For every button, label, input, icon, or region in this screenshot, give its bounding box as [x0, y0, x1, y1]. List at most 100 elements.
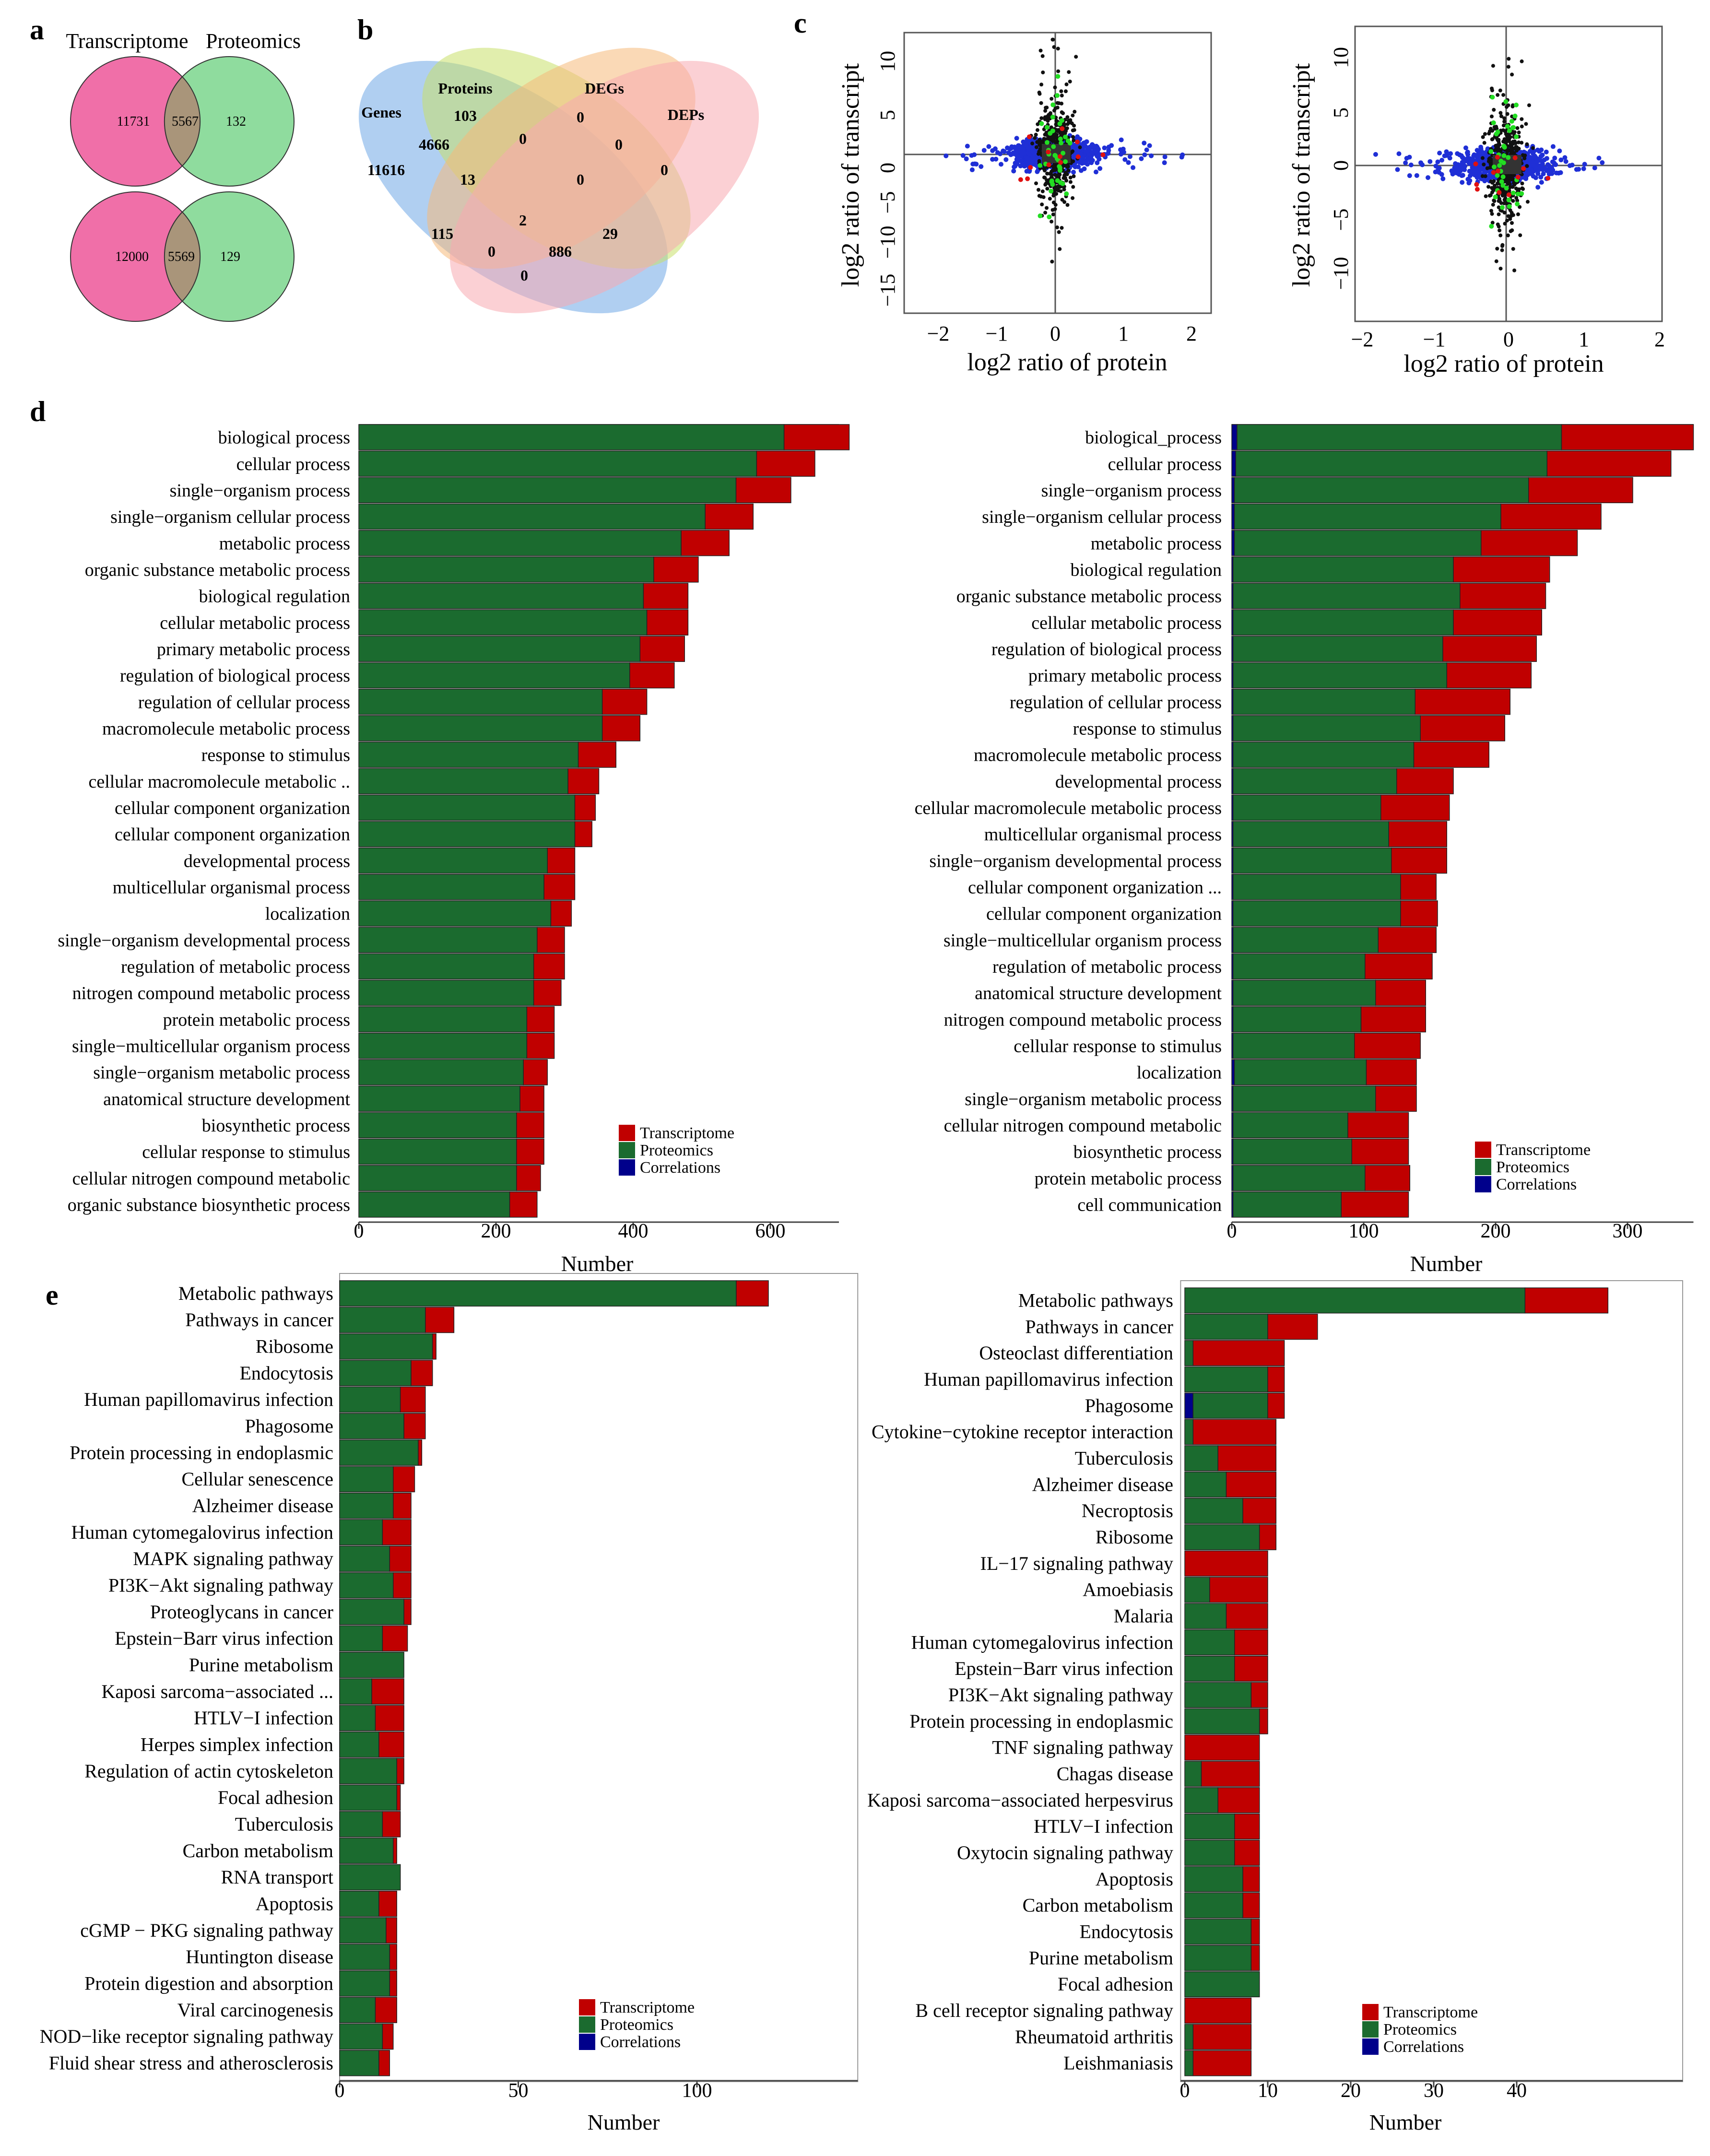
scatter-point	[1514, 102, 1519, 107]
scatter-point	[1044, 181, 1048, 186]
category-label: Oxytocin signaling pathway	[957, 1842, 1173, 1863]
scatter-point	[1496, 168, 1501, 174]
scatter-point	[1498, 111, 1503, 115]
bar-segment-proteomics	[358, 609, 648, 636]
bar-segment-transcriptome	[1234, 1813, 1260, 1840]
scatter-point	[1045, 206, 1049, 210]
scatter-point	[1077, 160, 1082, 165]
bar-segment-proteomics	[358, 688, 603, 715]
scatter-point	[1505, 218, 1509, 223]
legend-label: Proteomics	[600, 2016, 673, 2034]
scatter-left-ytick: 5	[876, 110, 899, 120]
category-label: Carbon metabolism	[1023, 1895, 1173, 1916]
scatter-point	[1034, 145, 1038, 149]
bar-segment-proteomics	[339, 1360, 412, 1386]
category-label: Human cytomegalovirus infection	[71, 1521, 333, 1543]
scatter-point	[1063, 159, 1068, 165]
scatter-point	[1582, 162, 1587, 167]
scatter-point	[998, 162, 1003, 167]
scatter-point	[1016, 143, 1022, 148]
category-label: Human papillomavirus infection	[84, 1389, 333, 1410]
scatter-point	[1014, 153, 1020, 159]
category-label: Focal adhesion	[218, 1787, 333, 1808]
bar-segment-proteomics	[1184, 1866, 1243, 1892]
bar-segment-transcriptome	[1375, 1085, 1417, 1112]
scatter-point	[1576, 166, 1581, 172]
scatter-point	[1144, 147, 1149, 153]
scatter-point	[1545, 176, 1551, 181]
scatter-point	[1527, 103, 1531, 107]
bar-segment-transcriptome	[705, 503, 754, 530]
scatter-point	[1558, 157, 1564, 163]
scatter-point	[1498, 233, 1503, 237]
bar-segment-transcriptome	[1341, 1191, 1409, 1218]
venn4-label-proteins: Proteins	[438, 80, 492, 97]
scatter-point	[1037, 188, 1041, 192]
scatter-point	[1495, 247, 1499, 251]
bar-segment-proteomics	[339, 1413, 404, 1439]
scatter-point	[1497, 197, 1501, 201]
scatter-right-ytick: −10	[1329, 257, 1353, 290]
scatter-point	[1494, 131, 1499, 137]
legend-swatch-correlations	[619, 1159, 635, 1176]
scatter-point	[1106, 144, 1111, 150]
scatter-point	[1083, 149, 1088, 154]
bar-segment-transcriptome	[389, 1970, 397, 1997]
bar-segment-proteomics	[1234, 1059, 1367, 1085]
x-tick-label: 200	[481, 1220, 511, 1242]
x-tick-label: 400	[618, 1220, 649, 1242]
category-label: regulation of cellular process	[1010, 692, 1222, 712]
scatter-point	[1532, 153, 1537, 159]
legend-label: Transcriptome	[640, 1124, 734, 1142]
scatter-point	[1514, 186, 1518, 190]
scatter-point	[1490, 212, 1494, 216]
scatter-point	[1056, 184, 1060, 189]
legend-label: Correlations	[640, 1159, 720, 1177]
bar-segment-transcriptome	[1442, 636, 1537, 662]
bar-segment-proteomics	[339, 1970, 390, 1997]
scatter-point	[1065, 203, 1070, 207]
scatter-point	[1499, 179, 1504, 184]
scatter-point	[1520, 124, 1524, 129]
scatter-point	[1500, 248, 1504, 252]
scatter-point	[1510, 190, 1516, 196]
category-label: PI3K−Akt signaling pathway	[108, 1575, 333, 1596]
scatter-point	[1557, 148, 1562, 153]
bar-segment-proteomics	[1184, 2024, 1194, 2050]
bar-segment-proteomics	[1233, 1085, 1376, 1112]
bar-segment-transcriptome	[418, 1439, 423, 1466]
scatter-right: −2 −1 0 1 2 10 5 0 −5 −10 log2 ratio of …	[1288, 25, 1665, 377]
bar-segment-proteomics	[358, 530, 682, 556]
scatter-point	[1059, 141, 1064, 146]
bar-segment-proteomics	[339, 1466, 394, 1493]
venn4-label-genes: Genes	[361, 104, 401, 121]
x-tick-label: 0	[335, 2080, 345, 2102]
scatter-point	[1501, 143, 1507, 149]
category-label: Purine metabolism	[1029, 1947, 1173, 1968]
scatter-point	[1496, 138, 1500, 142]
scatter-point	[1497, 224, 1501, 229]
bar-segment-proteomics	[339, 1386, 401, 1413]
category-label: Leishmaniasis	[1063, 2052, 1173, 2074]
scatter-point	[1035, 128, 1039, 132]
x-tick-label: 0	[1180, 2080, 1190, 2102]
venn4-region-genes-proteins: 4666	[419, 136, 449, 153]
scatter-right-ytick: 0	[1329, 160, 1353, 171]
scatter-point	[1054, 118, 1059, 123]
bar-segment-proteomics	[1184, 1577, 1210, 1603]
category-label: single−organism cellular process	[110, 507, 350, 527]
category-label: Alzheimer disease	[192, 1495, 333, 1517]
category-label: Apoptosis	[256, 1893, 333, 1915]
venn-bottom-right-value: 129	[220, 249, 240, 264]
scatter-point	[1535, 147, 1540, 153]
bar-segment-proteomics	[1233, 979, 1376, 1006]
scatter-point	[1044, 125, 1050, 130]
category-label: primary metabolic process	[157, 639, 350, 660]
scatter-point	[1460, 180, 1465, 185]
bar-segment-transcriptome	[550, 900, 572, 927]
scatter-point	[1465, 156, 1470, 161]
scatter-point	[1448, 151, 1453, 156]
bar-segment-transcriptome	[1259, 1708, 1268, 1734]
scatter-point	[1509, 213, 1513, 218]
x-tick-label: 40	[1507, 2080, 1527, 2102]
